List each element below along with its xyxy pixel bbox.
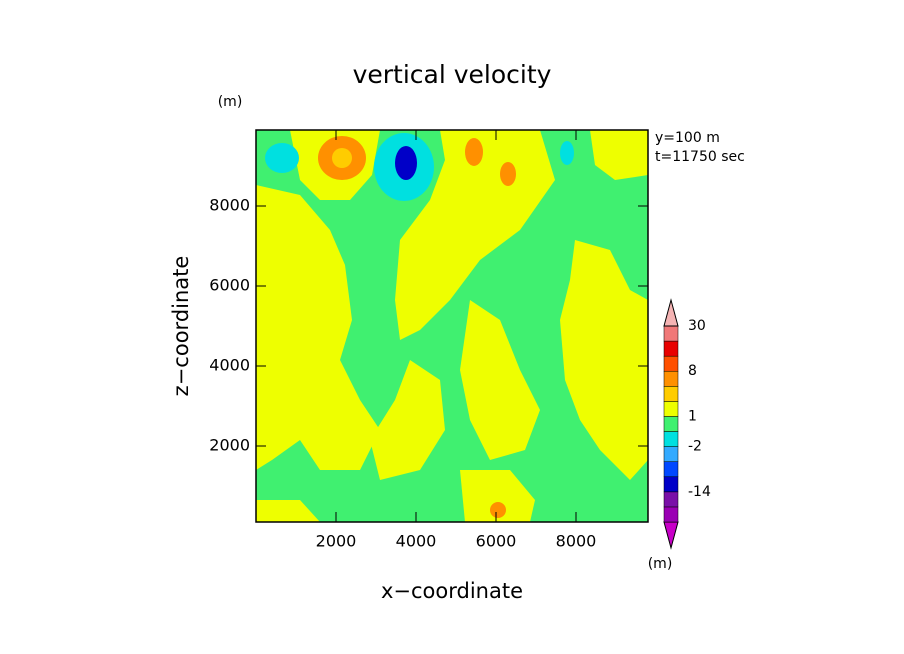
x-tick-label: 6000: [476, 532, 517, 551]
annotation: t=11750 sec: [655, 149, 745, 165]
colorbar-segment: [663, 416, 679, 432]
y-axis-label: z−coordinate: [169, 256, 193, 397]
field-region: [490, 502, 506, 518]
field-region: [460, 300, 540, 460]
colorbar-segment: [663, 476, 679, 493]
colorbar-segment: [663, 355, 679, 372]
colorbar-segment: [663, 446, 679, 462]
field-region: [395, 146, 417, 180]
colorbar-segment: [663, 491, 679, 508]
colorbar-segment: [663, 370, 679, 387]
colorbar-segment: [663, 340, 679, 357]
colorbar-label: -14: [688, 484, 711, 500]
field-region: [590, 130, 648, 180]
x-tick-label: 8000: [556, 532, 597, 551]
colorbar-segment: [663, 325, 679, 342]
y-tick-label: 8000: [209, 196, 250, 215]
field-region: [395, 130, 555, 340]
colorbar-label: 1: [688, 408, 697, 424]
colorbar-segment: [663, 401, 679, 417]
colorbar-unit: (m): [648, 556, 673, 572]
chart-title: vertical velocity: [353, 60, 552, 89]
field-region: [370, 360, 445, 480]
contour-field: [256, 130, 648, 522]
annotation: y=100 m: [655, 130, 720, 146]
colorbar-end: [663, 521, 679, 550]
y-tick-label: 6000: [209, 276, 250, 295]
colorbar-segment: [663, 386, 679, 402]
field-region: [465, 138, 483, 166]
colorbar-label: 30: [688, 318, 706, 334]
field-region: [265, 143, 299, 173]
colorbar-label: -2: [688, 439, 702, 455]
colorbar: -14 -2 1 8 30: [663, 298, 711, 550]
field-region: [460, 470, 535, 522]
y-tick-label: 2000: [209, 436, 250, 455]
colorbar-segment: [663, 461, 679, 478]
axes: 2000 4000 6000 8000 2000 4000 6000 8000: [209, 130, 648, 551]
y-unit: (m): [218, 94, 243, 110]
colorbar-end: [663, 298, 679, 327]
field-region: [500, 162, 516, 186]
field-region: [256, 185, 380, 470]
field-region: [560, 240, 648, 480]
field-region: [332, 148, 352, 168]
x-axis-label: x−coordinate: [381, 579, 523, 603]
x-tick-label: 2000: [316, 532, 357, 551]
y-tick-label: 4000: [209, 356, 250, 375]
x-tick-label: 4000: [396, 532, 437, 551]
colorbar-label: 8: [688, 363, 697, 379]
field-region: [560, 141, 574, 165]
colorbar-segment: [663, 431, 679, 447]
colorbar-segment: [663, 506, 679, 523]
field-region: [256, 500, 320, 522]
plot-frame: [255, 129, 649, 523]
